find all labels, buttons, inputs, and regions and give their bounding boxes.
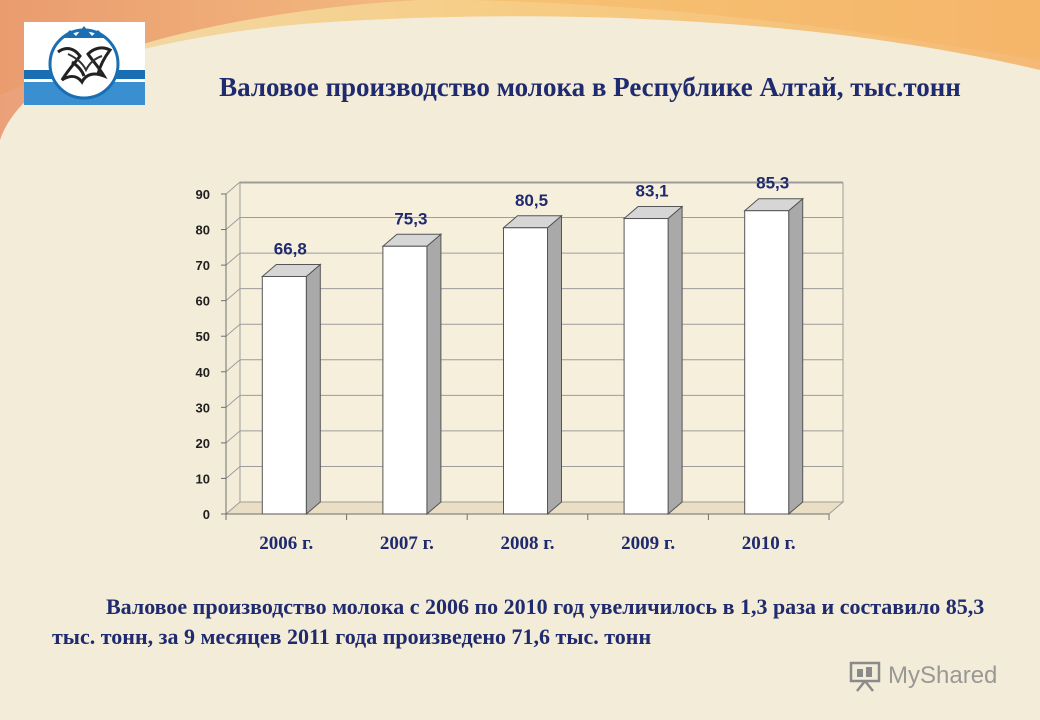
data-label: 75,3 xyxy=(394,209,427,228)
y-tick-label: 90 xyxy=(196,187,210,202)
bar xyxy=(502,214,563,516)
coat-of-arms-icon xyxy=(24,22,145,105)
y-tick-label: 50 xyxy=(196,329,210,344)
bar xyxy=(260,263,322,516)
x-tick-label: 2006 г. xyxy=(259,533,313,554)
gridline-connector xyxy=(225,217,241,230)
gridline-connector xyxy=(225,359,241,373)
bar-front xyxy=(382,245,428,515)
x-tick-label: 2009 г. xyxy=(621,533,675,554)
x-tick-label: 2008 г. xyxy=(501,533,555,554)
gridline-connector xyxy=(225,466,241,479)
gridline-connector xyxy=(225,394,241,408)
y-tick-label: 70 xyxy=(196,258,210,273)
data-label: 80,5 xyxy=(515,191,548,210)
bar-front xyxy=(623,218,669,515)
bar-front xyxy=(744,210,790,515)
gridline-connector xyxy=(225,323,241,337)
bar-side xyxy=(305,263,321,516)
y-tick-label: 60 xyxy=(196,294,210,309)
bar xyxy=(381,233,443,516)
gridline-connector xyxy=(225,430,241,444)
y-tick-label: 40 xyxy=(196,365,210,380)
y-tick-labels: 0 10 20 30 40 50 60 70 80 90 xyxy=(196,187,226,522)
bar xyxy=(622,205,684,516)
bar-side xyxy=(667,205,683,516)
presentation-board-icon xyxy=(849,661,881,692)
summary-caption: Валовое производство молока с 2006 по 20… xyxy=(52,594,985,649)
y-tick-label: 10 xyxy=(196,471,210,486)
y-tick-label: 0 xyxy=(203,507,210,522)
bar-front xyxy=(261,275,307,515)
slide-title: Валовое производство молока в Республике… xyxy=(219,72,961,102)
gridline-connector xyxy=(225,181,241,195)
watermark-text: MyShared xyxy=(888,662,998,689)
watermark: MyShared xyxy=(848,656,1018,696)
bars: 66,8 75,3 80,5 83,1 85,3 xyxy=(260,174,805,516)
gridline-connector xyxy=(225,288,241,302)
x-axis-ticks xyxy=(225,514,830,520)
data-label: 85,3 xyxy=(756,174,789,193)
bar-side xyxy=(788,197,804,516)
x-tick-label: 2007 г. xyxy=(380,533,434,554)
y-tick-label: 80 xyxy=(196,223,210,238)
bar-side xyxy=(426,233,442,516)
y-tick-label: 30 xyxy=(196,400,210,415)
data-label: 66,8 xyxy=(274,239,307,258)
bar xyxy=(743,197,805,516)
bar-front xyxy=(503,227,548,515)
data-label: 83,1 xyxy=(636,182,669,201)
x-tick-label: 2010 г. xyxy=(742,533,796,554)
gridline-connector xyxy=(225,252,241,266)
x-tick-labels: 2006 г. 2007 г. 2008 г. 2009 г. 2010 г. xyxy=(259,533,795,554)
y-tick-label: 20 xyxy=(196,436,210,451)
bar-side xyxy=(547,214,562,516)
